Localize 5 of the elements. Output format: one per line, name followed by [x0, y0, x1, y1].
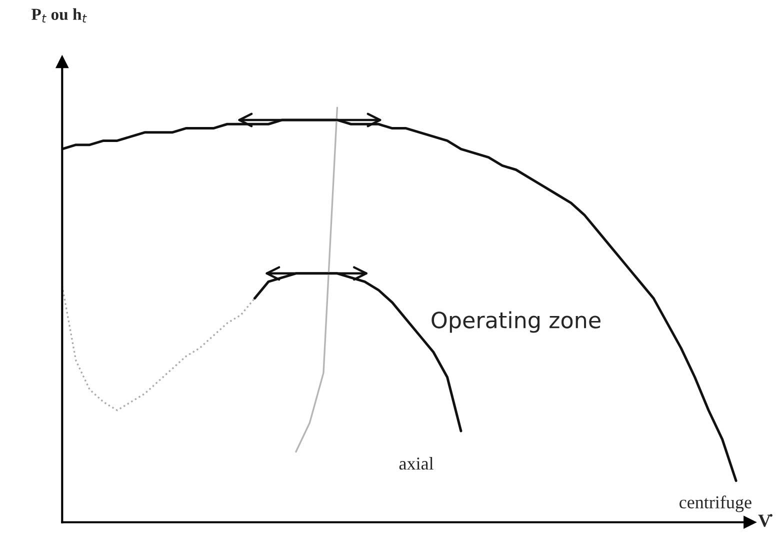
text: P$_{t}$ ou h$_{t}$ — [32, 8, 87, 23]
annotation: axial — [399, 456, 434, 470]
annotation: centrifuge — [680, 496, 752, 512]
x-axis-title: V̇ — [758, 514, 772, 527]
annotation: Operating zone — [432, 311, 600, 333]
